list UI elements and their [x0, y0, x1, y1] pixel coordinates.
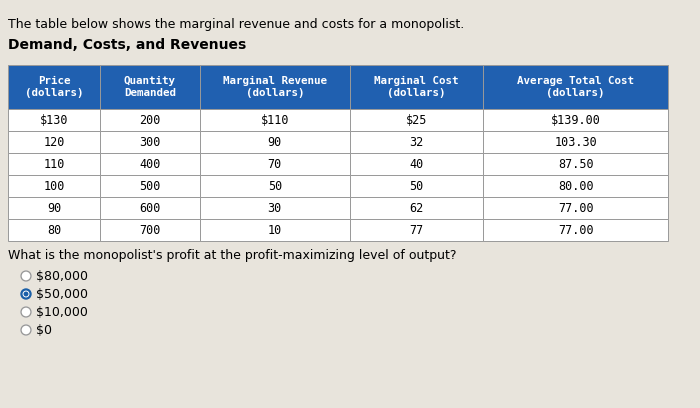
Bar [100, 65, 200, 109]
Text: $80,000: $80,000 [36, 270, 88, 282]
Text: 80: 80 [47, 224, 62, 237]
Bar [8, 131, 100, 153]
Text: 90: 90 [267, 135, 282, 149]
Text: 30: 30 [267, 202, 282, 215]
Text: 90: 90 [47, 202, 62, 215]
Text: Marginal Cost
(dollars): Marginal Cost (dollars) [374, 76, 459, 98]
Bar [8, 153, 100, 175]
Bar [199, 65, 350, 109]
Text: 103.30: 103.30 [554, 135, 597, 149]
Text: Marginal Revenue
(dollars): Marginal Revenue (dollars) [223, 76, 327, 98]
Text: 80.00: 80.00 [558, 180, 594, 193]
Bar [350, 109, 484, 131]
Text: 700: 700 [139, 224, 160, 237]
Text: 120: 120 [43, 135, 65, 149]
Text: 110: 110 [43, 157, 65, 171]
Text: 500: 500 [139, 180, 160, 193]
Bar [8, 175, 100, 197]
Circle shape [21, 307, 31, 317]
Bar [100, 219, 200, 241]
Text: 600: 600 [139, 202, 160, 215]
Text: 40: 40 [410, 157, 424, 171]
Text: $50,000: $50,000 [36, 288, 88, 301]
Text: 300: 300 [139, 135, 160, 149]
Circle shape [25, 292, 28, 296]
Circle shape [23, 291, 29, 297]
Bar [484, 109, 668, 131]
Text: $0: $0 [36, 324, 52, 337]
Text: 50: 50 [410, 180, 424, 193]
Text: 200: 200 [139, 113, 160, 126]
Text: Average Total Cost
(dollars): Average Total Cost (dollars) [517, 76, 634, 98]
Text: 87.50: 87.50 [558, 157, 594, 171]
Bar [8, 219, 100, 241]
Text: 77.00: 77.00 [558, 202, 594, 215]
Bar [484, 175, 668, 197]
Bar [100, 175, 200, 197]
Circle shape [21, 325, 31, 335]
Bar [350, 153, 484, 175]
Text: Price
(dollars): Price (dollars) [25, 76, 83, 98]
Text: $139.00: $139.00 [551, 113, 601, 126]
Text: 77.00: 77.00 [558, 224, 594, 237]
Text: $130: $130 [40, 113, 69, 126]
Bar [350, 219, 484, 241]
Text: Demand, Costs, and Revenues: Demand, Costs, and Revenues [8, 38, 246, 52]
Text: 70: 70 [267, 157, 282, 171]
Circle shape [21, 271, 31, 281]
Bar [350, 131, 484, 153]
Bar [100, 197, 200, 219]
Text: 100: 100 [43, 180, 65, 193]
Bar [484, 131, 668, 153]
Bar [8, 109, 100, 131]
Text: 77: 77 [410, 224, 424, 237]
Text: $25: $25 [406, 113, 428, 126]
Bar [350, 175, 484, 197]
Bar [350, 65, 484, 109]
Bar [199, 109, 350, 131]
Text: Quantity
Demanded: Quantity Demanded [124, 76, 176, 98]
Circle shape [21, 289, 31, 299]
Bar [484, 219, 668, 241]
Text: 10: 10 [267, 224, 282, 237]
Bar [199, 153, 350, 175]
Text: 400: 400 [139, 157, 160, 171]
Text: What is the monopolist's profit at the profit-maximizing level of output?: What is the monopolist's profit at the p… [8, 249, 456, 262]
Bar [484, 65, 668, 109]
Bar [199, 175, 350, 197]
Text: 50: 50 [267, 180, 282, 193]
Bar [8, 197, 100, 219]
Bar [199, 197, 350, 219]
Text: $10,000: $10,000 [36, 306, 88, 319]
Bar [8, 65, 100, 109]
Bar [199, 131, 350, 153]
Bar [100, 109, 200, 131]
Bar [484, 197, 668, 219]
Text: $110: $110 [260, 113, 289, 126]
Text: 32: 32 [410, 135, 424, 149]
Bar [350, 197, 484, 219]
Text: 62: 62 [410, 202, 424, 215]
Bar [484, 153, 668, 175]
Bar [199, 219, 350, 241]
Text: The table below shows the marginal revenue and costs for a monopolist.: The table below shows the marginal reven… [8, 18, 464, 31]
Bar [100, 131, 200, 153]
Bar [100, 153, 200, 175]
